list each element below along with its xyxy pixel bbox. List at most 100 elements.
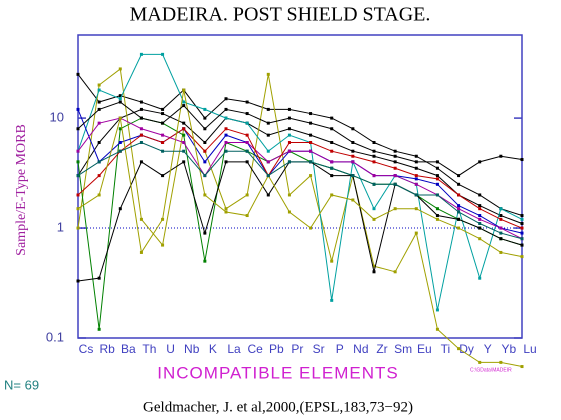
data-point: [245, 140, 249, 144]
x-tick-label: Rb: [99, 342, 115, 356]
data-point: [372, 182, 376, 186]
series-line: [77, 141, 523, 240]
data-point: [139, 250, 143, 254]
data-point: [161, 217, 165, 221]
sample-count: N= 69: [4, 377, 39, 392]
data-point: [520, 231, 524, 235]
data-point: [330, 127, 334, 131]
data-point: [97, 193, 101, 197]
data-point: [287, 210, 291, 214]
data-point: [330, 259, 334, 263]
data-point: [266, 149, 270, 153]
data-point: [139, 217, 143, 221]
data-point: [224, 107, 228, 111]
x-tick-label: Yb: [502, 342, 517, 356]
data-point: [330, 140, 334, 144]
data-point: [118, 127, 122, 131]
data-point: [76, 193, 80, 197]
data-point: [309, 149, 313, 153]
data-point: [97, 140, 101, 144]
series-line: [77, 101, 523, 177]
data-point: [457, 174, 461, 178]
data-point: [161, 52, 165, 56]
data-point: [97, 174, 101, 178]
data-point: [309, 133, 313, 137]
data-point: [478, 204, 482, 208]
series-line: [77, 68, 523, 368]
data-point: [435, 327, 439, 331]
x-tick-label: Cs: [79, 342, 94, 356]
data-point: [499, 226, 503, 230]
data-point: [499, 217, 503, 221]
data-point: [161, 107, 165, 111]
data-point: [118, 97, 122, 101]
data-point: [76, 127, 80, 131]
data-point: [372, 154, 376, 158]
series-line: [77, 74, 523, 217]
data-point: [161, 133, 165, 137]
series-line: [77, 108, 523, 224]
data-point: [330, 166, 334, 170]
data-point: [266, 72, 270, 76]
data-point: [520, 237, 524, 241]
x-tick-label: Nd: [353, 342, 368, 356]
data-point: [499, 250, 503, 254]
data-point: [435, 193, 439, 197]
data-point: [97, 100, 101, 104]
data-point: [520, 243, 524, 247]
data-point: [139, 140, 143, 144]
data-point: [330, 149, 334, 153]
data-point: [393, 207, 397, 211]
data-point: [139, 160, 143, 164]
data-point: [203, 231, 207, 235]
data-point: [372, 140, 376, 144]
data-point: [224, 140, 228, 144]
data-point: [478, 160, 482, 164]
data-point: [457, 207, 461, 211]
data-point: [182, 149, 186, 153]
data-point: [161, 112, 165, 116]
data-point: [161, 121, 165, 125]
data-point: [478, 237, 482, 241]
data-point: [139, 116, 143, 120]
x-tick-label: La: [227, 342, 241, 356]
data-point: [309, 140, 313, 144]
data-point: [245, 193, 249, 197]
data-point: [478, 214, 482, 218]
data-point: [414, 174, 418, 178]
data-point: [287, 133, 291, 137]
data-point: [182, 104, 186, 108]
data-point: [414, 207, 418, 211]
series-line: [77, 117, 523, 240]
data-point: [203, 160, 207, 164]
data-point: [161, 174, 165, 178]
data-point: [499, 231, 503, 235]
data-point: [435, 214, 439, 218]
data-point: [372, 217, 376, 221]
data-point: [457, 226, 461, 230]
data-point: [478, 207, 482, 211]
data-point: [161, 243, 165, 247]
data-point: [499, 214, 503, 218]
data-point: [182, 160, 186, 164]
x-tick-label: P: [336, 342, 344, 356]
series-line: [77, 161, 523, 282]
data-point: [520, 226, 524, 230]
data-point: [499, 237, 503, 241]
data-point: [435, 160, 439, 164]
data-point: [393, 270, 397, 274]
data-point: [330, 174, 334, 178]
data-point: [457, 217, 461, 221]
data-point: [182, 121, 186, 125]
data-point: [224, 210, 228, 214]
data-point: [520, 214, 524, 218]
data-point: [161, 149, 165, 153]
data-point: [351, 127, 355, 131]
data-point: [203, 116, 207, 120]
data-point: [118, 207, 122, 211]
data-point: [457, 193, 461, 197]
data-point: [351, 198, 355, 202]
file-label: C:\GData\MADEIR: [470, 367, 512, 373]
data-point: [224, 149, 228, 153]
